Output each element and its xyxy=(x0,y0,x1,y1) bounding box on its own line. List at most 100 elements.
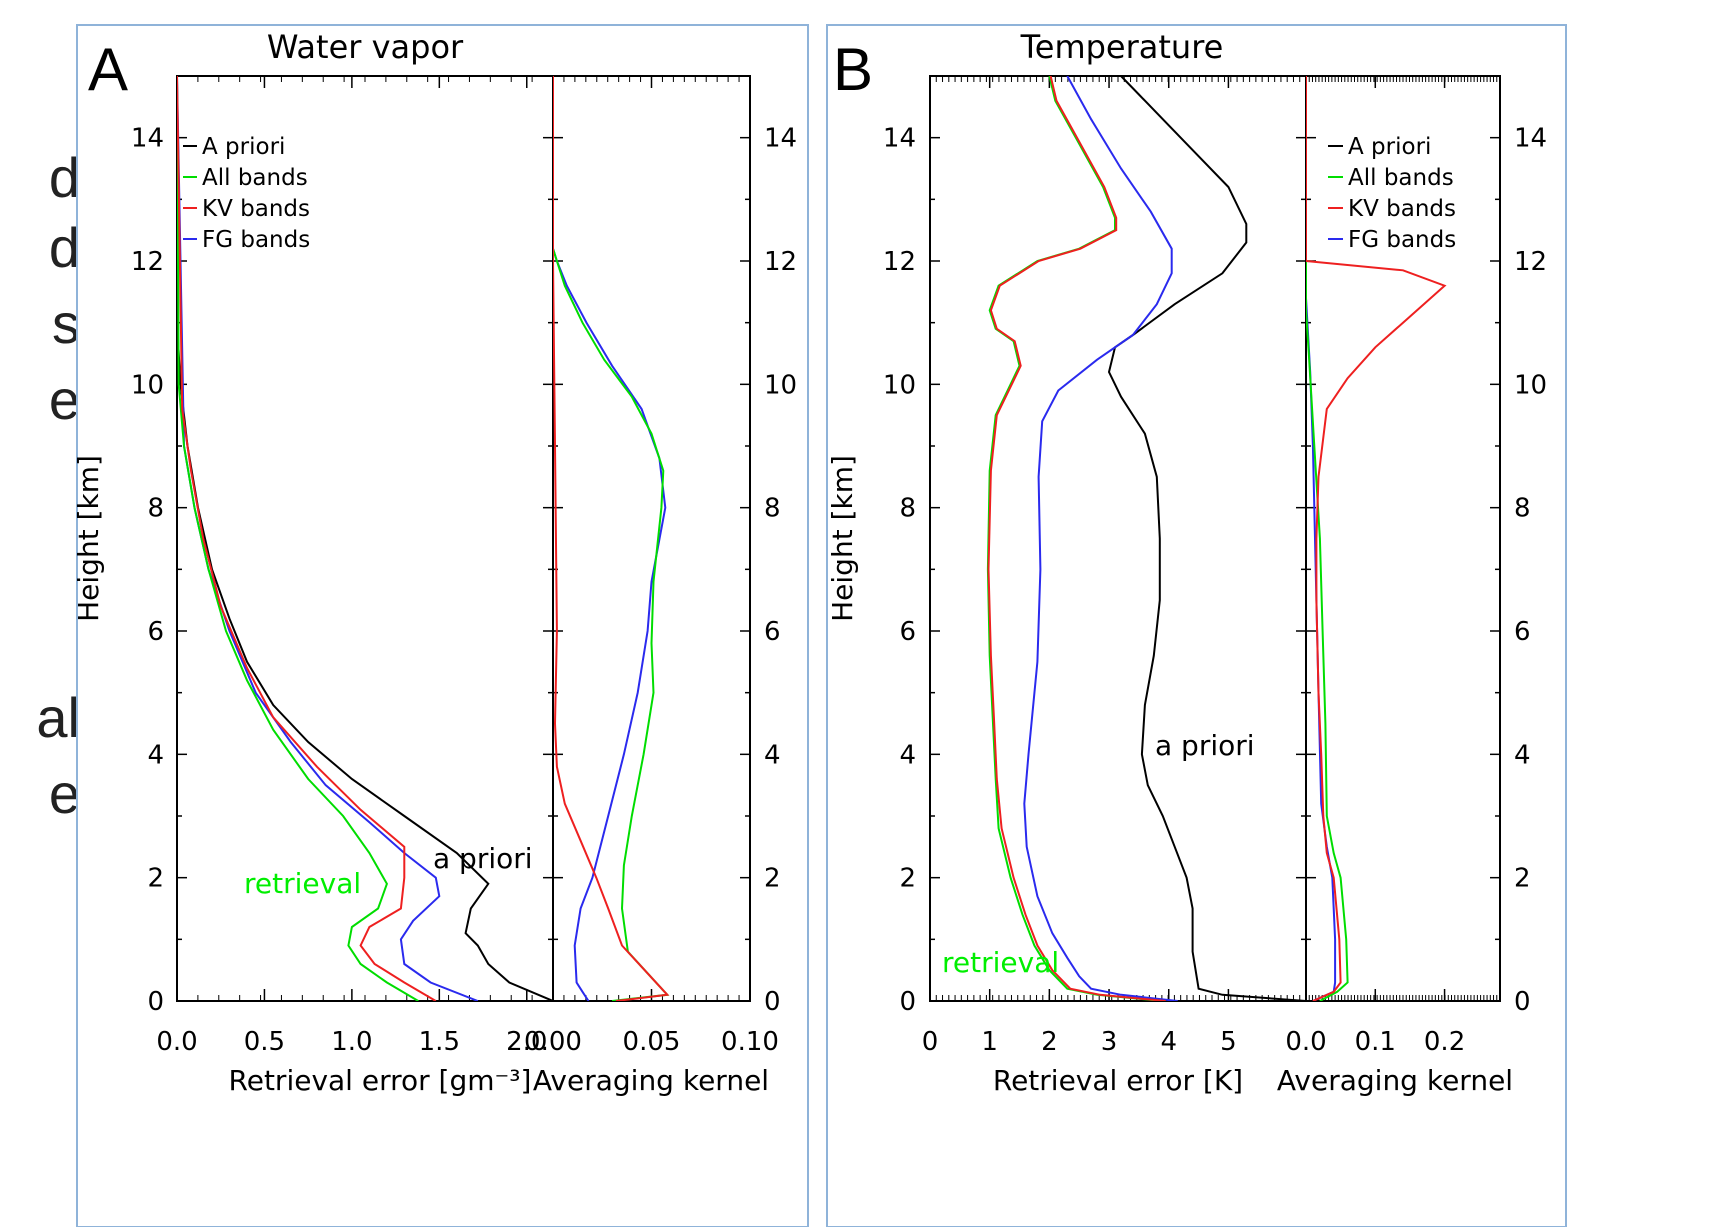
y-tick-label-right: 14 xyxy=(1514,124,1547,154)
x-tick-label: 4 xyxy=(1160,1027,1177,1057)
series-line-fg-bands xyxy=(1023,76,1178,1001)
y-tick-label-right: 2 xyxy=(1514,864,1531,894)
y-tick-label-right: 14 xyxy=(764,124,797,154)
y-tick-label-right: 0 xyxy=(1514,987,1531,1017)
plot-axes xyxy=(552,75,751,1002)
y-tick-label-right: 12 xyxy=(764,247,797,277)
panel-letter: A xyxy=(88,36,128,103)
x-tick-label: 0.5 xyxy=(244,1027,285,1057)
subplot-error: 0.0 0.5 1.0 1.5 2.0 Retrieval error [gm⁻³] xyxy=(156,75,554,1097)
y-tick-label-right: 8 xyxy=(1514,494,1531,524)
x-tick-label: 0.05 xyxy=(623,1027,681,1057)
y-tick-label: 10 xyxy=(131,370,164,400)
x-axis-title: Averaging kernel xyxy=(1277,1064,1513,1097)
subplot-averaging-kernel: 0.00 0.05 0.10 Averaging kernel xyxy=(524,75,779,1097)
y-tick-label: 0 xyxy=(147,987,164,1017)
side-text-line: s xyxy=(52,292,80,355)
x-tick-label: 5 xyxy=(1220,1027,1237,1057)
panel-frame xyxy=(76,24,809,1227)
x-tick-label: 0.1 xyxy=(1355,1027,1396,1057)
panel-letter: B xyxy=(833,36,873,103)
y-tick-label: 0 xyxy=(899,987,916,1017)
legend-label: FG bands xyxy=(202,227,310,253)
series-line-fg-bands xyxy=(553,76,667,1001)
y-tick-label-right: 8 xyxy=(764,494,781,524)
legend-label: A priori xyxy=(1348,134,1431,160)
series-line-a-priori xyxy=(1107,76,1306,1001)
panel-title: Water vapor xyxy=(267,28,464,66)
subplot-error: 0 1 2 3 4 5 Retrieval error [K] xyxy=(922,75,1307,1097)
x-tick-label: 0.0 xyxy=(156,1027,197,1057)
series-line-kv-bands xyxy=(553,76,670,1001)
annotation-label: a priori xyxy=(1155,729,1255,762)
y-tick-label-right: 6 xyxy=(764,617,781,647)
side-text-line: al xyxy=(36,686,80,749)
annotation-label: retrieval xyxy=(244,867,361,900)
x-axis-title: Averaging kernel xyxy=(533,1064,769,1097)
y-tick-label: 14 xyxy=(131,124,164,154)
x-tick-label: 1.0 xyxy=(331,1027,372,1057)
legend: A priori All bands KV bands FG bands xyxy=(1328,134,1456,253)
side-text-line: e xyxy=(48,368,80,431)
y-tick-label-right: 12 xyxy=(1514,247,1547,277)
side-text-line: d xyxy=(48,216,80,279)
x-tick-label: 0.2 xyxy=(1424,1027,1465,1057)
side-text-line: d xyxy=(48,146,80,209)
y-tick-label-right: 4 xyxy=(1514,740,1531,770)
y-tick-label: 12 xyxy=(131,247,164,277)
x-tick-label: 3 xyxy=(1101,1027,1118,1057)
x-axis-title: Retrieval error [gm⁻³] xyxy=(229,1064,532,1097)
y-axis-title: Height [km] xyxy=(72,455,105,622)
x-tick-label: 2 xyxy=(1041,1027,1058,1057)
series-line-kv-bands xyxy=(177,76,437,1001)
y-tick-label: 6 xyxy=(147,617,164,647)
y-tick-label-right: 4 xyxy=(764,740,781,770)
legend-label: KV bands xyxy=(1348,196,1456,222)
series-line-all-bands xyxy=(177,76,419,1001)
y-tick-label-right: 0 xyxy=(764,987,781,1017)
y-tick-label-right: 6 xyxy=(1514,617,1531,647)
y-tick-label: 14 xyxy=(883,124,916,154)
legend-label: FG bands xyxy=(1348,227,1456,253)
series-line-all-bands xyxy=(1306,76,1349,1001)
annotation-label: retrieval xyxy=(942,946,1059,979)
x-tick-label: 2.0 xyxy=(506,1027,547,1057)
subplot-averaging-kernel: 0.0 0.1 0.2 Averaging kernel xyxy=(1277,75,1513,1097)
series-line-kv-bands xyxy=(987,76,1166,1001)
x-tick-label: 0.0 xyxy=(1285,1027,1326,1057)
y-tick-label: 2 xyxy=(899,864,916,894)
y-tick-label: 4 xyxy=(147,740,164,770)
x-tick-label: 1 xyxy=(981,1027,998,1057)
legend: A priori All bands KV bands FG bands xyxy=(183,134,310,253)
plot-axes xyxy=(929,75,1307,1002)
y-tick-label: 4 xyxy=(899,740,916,770)
legend-label: KV bands xyxy=(202,196,310,222)
y-axis-title: Height [km] xyxy=(826,455,859,622)
legend-label: All bands xyxy=(202,165,308,191)
series-line-kv-bands xyxy=(1306,76,1447,1001)
y-tick-label-right: 2 xyxy=(764,864,781,894)
x-tick-label: 0.00 xyxy=(524,1027,582,1057)
y-tick-label-right: 10 xyxy=(1514,370,1547,400)
legend-label: All bands xyxy=(1348,165,1454,191)
y-tick-label: 10 xyxy=(883,370,916,400)
series-line-all-bands xyxy=(986,76,1163,1001)
annotation-label: a priori xyxy=(433,842,533,875)
x-tick-label: 1.5 xyxy=(419,1027,460,1057)
y-tick-label: 2 xyxy=(147,864,164,894)
chart-panel-a: A Water vapor Height [km] 0 0 2 2 4 4 6 6 8 8 10 10 12 1… xyxy=(72,24,809,1227)
side-text-fragments: d d s e al e xyxy=(0,0,80,1227)
series-line-all-bands xyxy=(553,76,670,1001)
y-tick-label-right: 10 xyxy=(764,370,797,400)
panel-frame xyxy=(826,24,1567,1227)
y-tick-label: 6 xyxy=(899,617,916,647)
y-tick-label: 8 xyxy=(899,494,916,524)
x-axis-title: Retrieval error [K] xyxy=(993,1064,1243,1097)
y-tick-label: 8 xyxy=(147,494,164,524)
side-text-line: e xyxy=(48,762,80,825)
x-tick-label: 0 xyxy=(922,1027,939,1057)
y-tick-label: 12 xyxy=(883,247,916,277)
x-tick-label: 0.10 xyxy=(721,1027,779,1057)
